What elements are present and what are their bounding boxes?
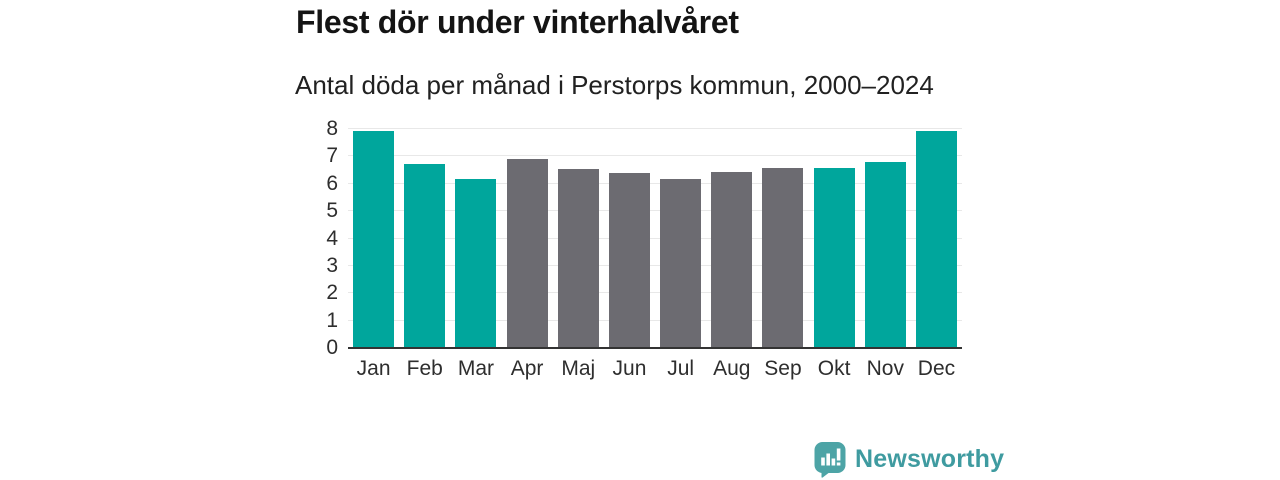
bar-slot-jul [655, 128, 706, 347]
bar-feb [404, 163, 446, 347]
bar-jun [608, 173, 650, 347]
bar-slot-okt [809, 128, 860, 347]
bar-slot-mar [450, 128, 501, 347]
x-axis-labels: Jan Feb Mar Apr Maj Jun Jul Aug Sep Okt Nov Dec [348, 356, 962, 382]
bar-slot-nov [860, 128, 911, 347]
bar-dec [915, 130, 957, 347]
x-tick-label-jul: Jul [667, 357, 695, 380]
bar-slot-maj [553, 128, 604, 347]
gridline-4 [348, 237, 962, 239]
x-tick-label-aug: Aug [713, 357, 751, 380]
bar-slot-jan [348, 128, 399, 347]
y-tick-label-2: 2 [326, 281, 338, 305]
bar-slot-sep [757, 128, 808, 347]
gridline-3 [348, 264, 962, 266]
x-tick-label-feb: Feb [406, 357, 443, 380]
x-tick-label-nov: Nov [866, 357, 904, 380]
newsworthy-logo[interactable]: Newsworthy [813, 441, 1004, 478]
gridline-8 [348, 128, 962, 129]
bar-series [348, 128, 962, 347]
x-tick-label-jan: Jan [356, 357, 391, 380]
x-tick-label-sep: Sep [764, 357, 802, 380]
y-tick-label-0: 0 [326, 336, 338, 359]
bar-slot-apr [502, 128, 553, 347]
y-tick-label-1: 1 [326, 308, 338, 332]
plot-area [348, 128, 962, 349]
y-tick-label-8: 8 [326, 117, 338, 140]
bar-slot-aug [706, 128, 757, 347]
bar-mar [455, 178, 497, 347]
bar-slot-feb [399, 128, 450, 347]
gridline-7 [348, 155, 962, 157]
newsworthy-logo-text: Newsworthy [855, 445, 1005, 473]
gridline-2 [348, 292, 962, 294]
bar-jan [353, 130, 395, 347]
bar-apr [506, 159, 548, 347]
bar-slot-dec [911, 128, 962, 347]
speech-bubble-bar-chart-icon [814, 442, 846, 478]
bar-nov [864, 162, 906, 347]
y-tick-label-3: 3 [326, 253, 338, 277]
bar-okt [813, 167, 855, 347]
gridline-1 [348, 319, 962, 321]
chart-title: Flest dör under vinterhalvåret [296, 4, 739, 40]
bar-aug [711, 171, 753, 347]
y-tick-label-5: 5 [326, 199, 338, 223]
x-tick-label-dec: Dec [917, 357, 956, 380]
y-tick-label-4: 4 [326, 226, 338, 250]
bar-sep [762, 167, 804, 347]
bar-jul [660, 178, 702, 347]
y-tick-label-6: 6 [326, 171, 338, 195]
chart-subtitle: Antal döda per månad i Perstorps kommun,… [295, 70, 934, 100]
y-axis-tick-labels: 0 1 2 3 4 5 6 7 8 [290, 117, 338, 359]
x-tick-label-maj: Maj [561, 357, 596, 380]
x-tick-label-mar: Mar [457, 357, 495, 380]
bar-slot-jun [604, 128, 655, 347]
x-tick-label-jun: Jun [612, 357, 647, 380]
x-tick-label-okt: Okt [817, 357, 851, 380]
gridline-5 [348, 210, 962, 212]
y-tick-label-7: 7 [326, 144, 338, 168]
gridline-6 [348, 182, 962, 184]
bar-maj [557, 169, 599, 347]
x-tick-label-apr: Apr [510, 357, 544, 380]
